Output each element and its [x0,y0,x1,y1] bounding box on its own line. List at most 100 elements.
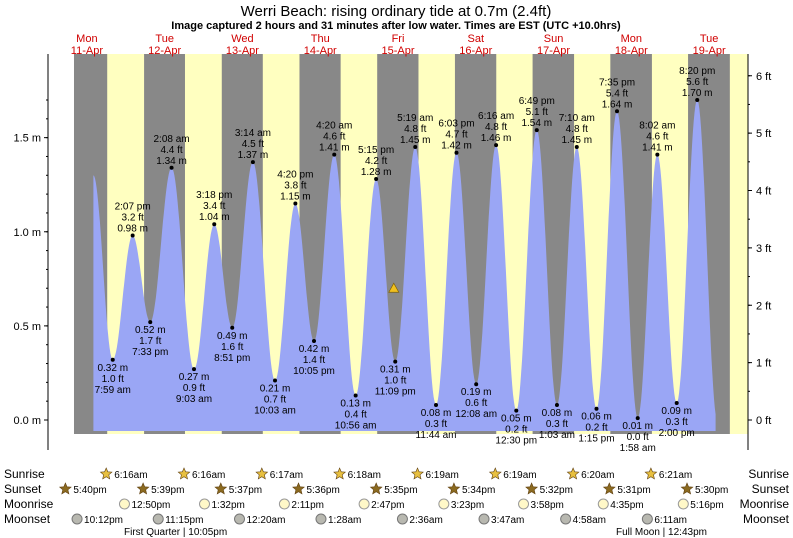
sunrise-time: 6:18am [348,470,381,481]
tide-ft-label: 4.8 ft [485,122,507,133]
tide-time-label: 10:05 pm [293,366,335,377]
tide-point [454,150,459,155]
day-band [729,54,748,434]
moonset-time: 10:12pm [84,515,123,526]
moonrise-icon [278,498,290,510]
sunset-icon [58,482,72,495]
tide-time-label: 1:15 pm [578,434,614,445]
tide-area [93,100,716,431]
tide-point [635,416,640,421]
row-label-left: Sunset [4,482,42,496]
sunrise-time: 6:19am [425,470,458,481]
moon-phase-label: Full Moon | 12:43pm [616,527,707,538]
tide-ft-label: 4.5 ft [242,139,264,150]
tide-point [332,152,337,157]
day-name-label: Tue [155,33,174,45]
y-left-tick-label: 1.0 m [13,227,41,239]
moonset-time: 3:47am [491,515,524,526]
tide-time-label: 7:10 am [559,113,595,124]
sunset-time: 5:37pm [229,485,262,496]
moonset-icon [71,513,83,525]
moonset-time: 6:11am [654,515,687,526]
tide-point [674,401,679,406]
sunrise-icon [566,467,580,480]
sunrise-time: 6:17am [270,470,303,481]
tide-m-label: 0.31 m [380,365,411,376]
tide-m-label: 0.13 m [340,399,371,410]
day-name-label: Mon [76,33,97,45]
tide-ft-label: 4.4 ft [160,145,182,156]
tide-point [594,406,599,411]
moonrise-time: 3:58pm [531,500,564,511]
tide-time-label: 3:18 pm [196,190,232,201]
tide-time-label: 6:49 pm [519,96,555,107]
tide-m-label: 1.64 m [602,99,633,110]
tide-m-label: 0.21 m [260,383,291,394]
chart-subtitle: Image captured 2 hours and 31 minutes af… [171,20,621,32]
day-date-label: 15-Apr [381,45,414,57]
sunrise-icon [333,467,347,480]
sunset-time: 5:31pm [617,485,650,496]
sunset-time: 5:36pm [306,485,339,496]
moonset-time: 4:58am [573,515,606,526]
tide-m-label: 0.32 m [97,363,128,374]
tide-m-label: 1.28 m [361,167,392,178]
tide-ft-label: 4.6 ft [323,132,345,143]
y-left-tick-label: 0.0 m [13,415,41,427]
tide-time-label: 12:30 pm [495,436,537,447]
tide-time-label: 7:33 pm [132,347,168,358]
moonset-icon [478,513,490,525]
row-label-left: Sunrise [4,467,45,481]
day-date-label: 13-Apr [226,45,259,57]
tide-time-label: 6:16 am [478,111,514,122]
left-margin [48,54,74,434]
tide-time-label: 4:20 am [316,121,352,132]
tide-point [514,408,519,413]
day-date-label: 19-Apr [693,45,726,57]
tide-point [534,128,539,133]
tide-m-label: 0.27 m [179,372,210,383]
moonset-icon [234,513,246,525]
axes: 0.0 m 0.5 m 1.0 m 1.5 m 0 ft 1 ft 2 ft 3 ft 4 ft… [13,54,771,450]
tide-time-label: 2:08 am [153,134,189,145]
moonrise-icon [358,498,370,510]
sunset-time: 5:32pm [540,485,573,496]
moonrise-icon [597,498,609,510]
tide-time-label: 11:44 am [416,430,457,441]
tide-point [148,320,153,325]
tide-ft-label: 0.7 ft [264,394,286,405]
sunset-icon [136,482,150,495]
tide-ft-label: 0.6 ft [465,398,487,409]
tide-time-label: 10:56 am [335,421,377,432]
tide-m-label: 1.04 m [199,212,230,223]
moonset-icon [152,513,164,525]
sunset-icon [214,482,228,495]
y-left-tick-label: 1.5 m [13,133,41,145]
tide-point [130,233,135,238]
tide-point [554,402,559,407]
day-name-label: Sun [544,33,564,45]
tide-point [110,357,115,362]
moonrise-time: 1:32pm [212,500,245,511]
tide-m-label: 0.01 m [622,421,653,432]
tide-m-label: 1.15 m [280,192,311,203]
tide-m-label: 1.46 m [481,133,512,144]
tide-time-label: 8:20 pm [679,66,715,77]
tide-ft-label: 4.6 ft [646,132,668,143]
tide-point [353,393,358,398]
tide-ft-label: 0.3 ft [425,419,447,430]
day-labels: Mon11-AprTue12-AprWed13-AprThu14-AprFri1… [71,33,726,57]
tide-m-label: 0.08 m [421,408,452,419]
tide-ft-label: 0.3 ft [666,417,688,428]
tide-point [434,402,439,407]
tide-time-label: 2:07 pm [115,202,151,213]
tide-ft-label: 4.7 ft [445,130,467,141]
sunrise-icon [255,467,269,480]
sunset-time: 5:30pm [695,485,728,496]
tide-ft-label: 0.0 ft [627,432,649,443]
sunrise-icon [644,467,658,480]
day-name-label: Wed [231,33,253,45]
moonset-time: 11:15pm [165,515,203,526]
tide-point [393,359,398,364]
moonrise-time: 2:11pm [291,500,324,511]
